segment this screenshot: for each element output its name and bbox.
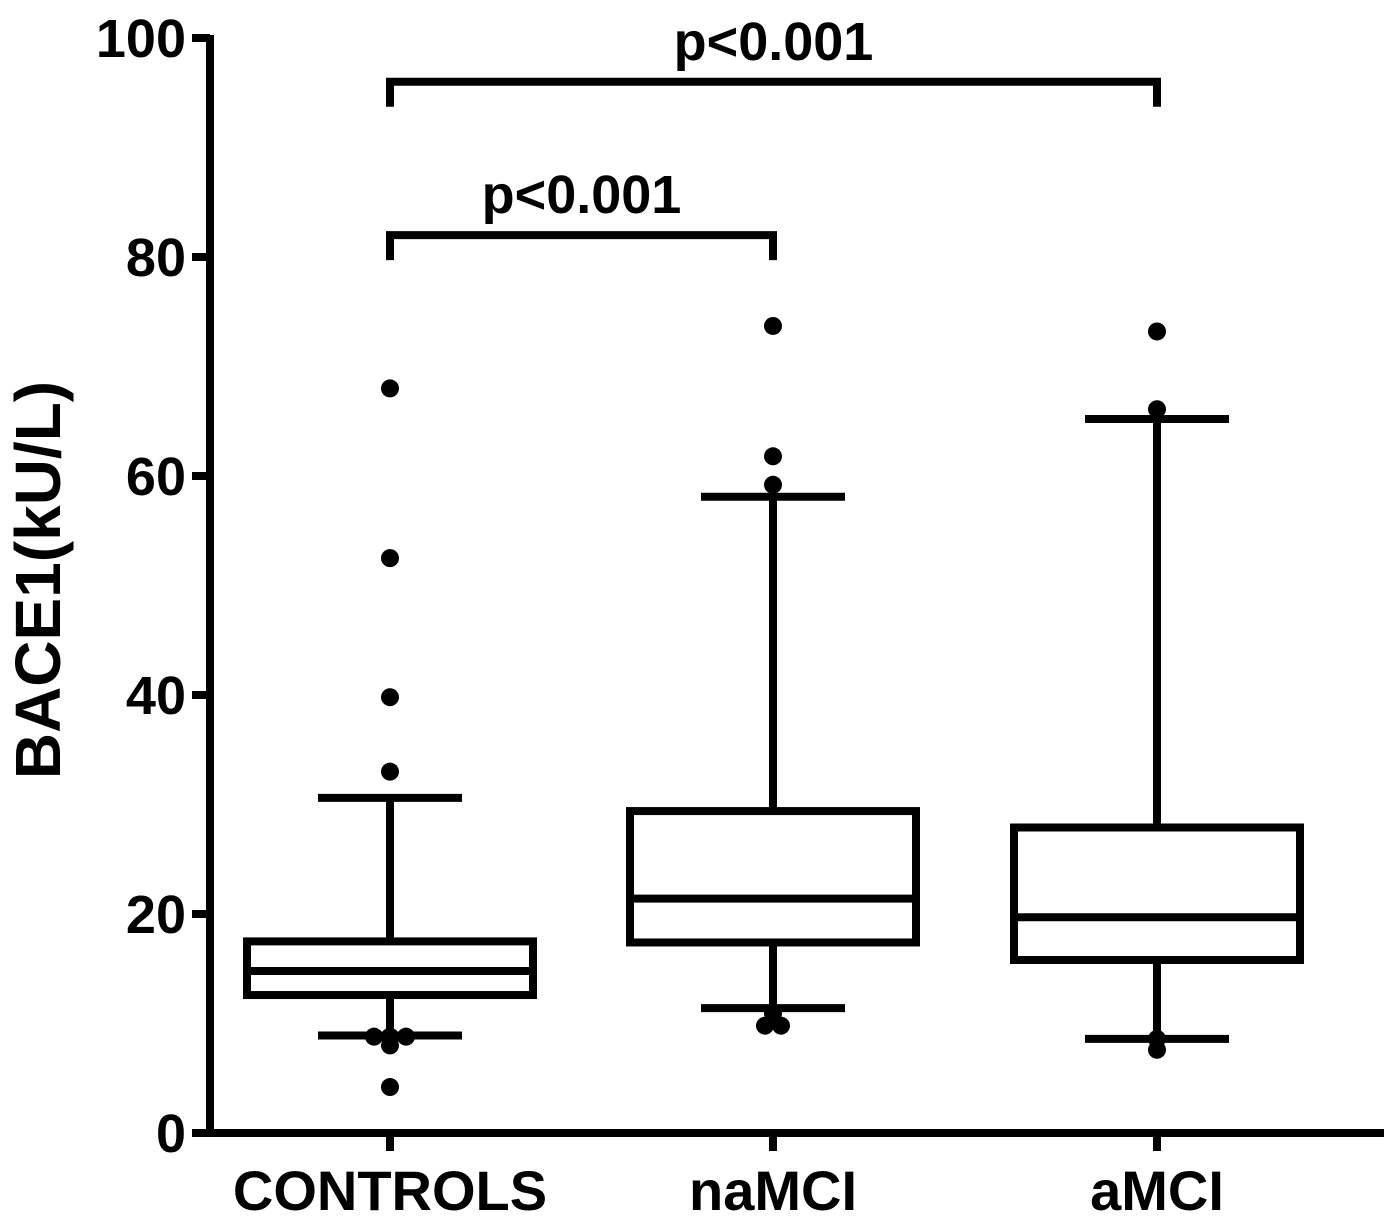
significance-bracket <box>386 77 1161 107</box>
significance-bracket <box>386 231 777 261</box>
y-axis-title: BACE1(kU/L) <box>2 381 74 779</box>
outlier-point <box>365 1027 383 1046</box>
x-tick-label: CONTROLS <box>233 1159 547 1222</box>
y-tick-label: 60 <box>126 447 186 507</box>
outlier-point <box>756 1016 774 1035</box>
box-group <box>243 379 537 1097</box>
y-ticks: 0 20 40 60 80 100 <box>96 9 210 1164</box>
y-tick-label: 80 <box>126 228 186 288</box>
outlier-point <box>1148 400 1166 419</box>
iqr-box <box>1010 823 1304 964</box>
outlier-point <box>381 1036 399 1055</box>
outlier-point <box>764 316 782 335</box>
y-tick-label: 40 <box>126 666 186 726</box>
p-value-label: p<0.001 <box>674 12 874 72</box>
significance-annotations: p<0.001 p<0.001 <box>386 12 1161 261</box>
y-tick-label: 20 <box>126 885 186 945</box>
outlier-point <box>381 379 399 398</box>
outlier-point <box>1148 1040 1166 1059</box>
boxes <box>243 316 1304 1097</box>
outlier-point <box>381 1078 399 1097</box>
outlier-point <box>397 1027 415 1046</box>
outlier-point <box>764 447 782 466</box>
x-tick-label: naMCI <box>689 1159 857 1222</box>
outlier-point <box>772 1016 790 1035</box>
outlier-point <box>381 762 399 781</box>
box-group <box>1010 322 1304 1059</box>
iqr-box <box>626 807 920 947</box>
outlier-point <box>381 688 399 707</box>
p-value-label: p<0.001 <box>482 165 682 225</box>
outlier-point <box>1148 322 1166 341</box>
x-tick-label: aMCI <box>1090 1159 1224 1222</box>
y-tick-label: 100 <box>96 9 186 69</box>
y-tick-label: 0 <box>156 1104 186 1164</box>
x-ticks: CONTROLS naMCI aMCI <box>233 1133 1224 1222</box>
outlier-point <box>764 475 782 494</box>
box-group <box>626 316 920 1035</box>
outlier-point <box>381 549 399 568</box>
